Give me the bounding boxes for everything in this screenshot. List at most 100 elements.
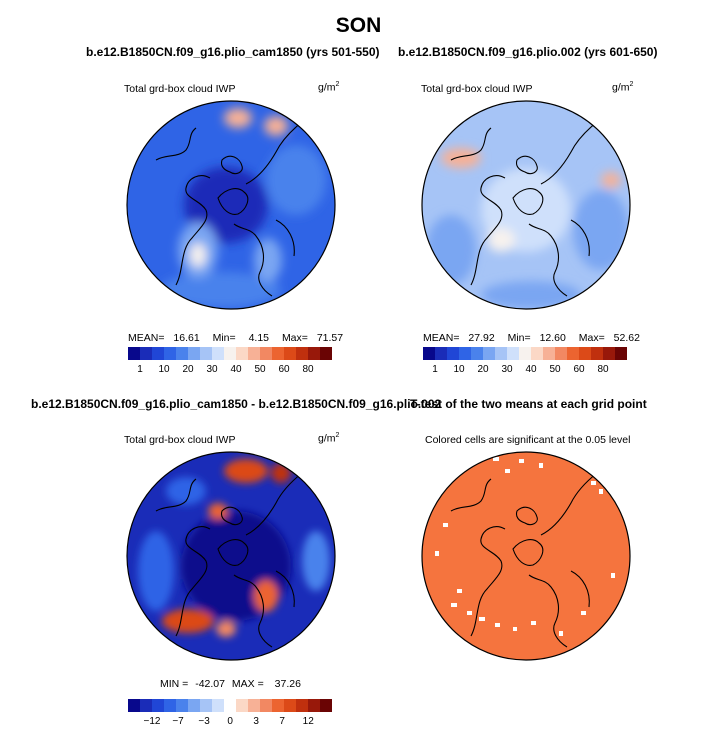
panel3-coastlines — [155, 472, 303, 648]
colorbar-tick-label: 50 — [549, 364, 561, 375]
panel3-field-patch — [302, 531, 330, 591]
panel4-insignificant-cells — [435, 457, 615, 636]
colorbar-swatch — [531, 347, 543, 360]
colorbar-swatch — [236, 347, 248, 360]
panel2-map — [421, 100, 631, 310]
colorbar-tick-label: 20 — [182, 364, 194, 375]
panel2-field-high — [487, 228, 515, 252]
panel3-units: g/m2 — [318, 432, 339, 445]
panel2-mean-label: MEAN= — [423, 332, 460, 344]
colorbar-swatch — [260, 347, 272, 360]
colorbar-swatch — [128, 347, 140, 360]
panel1-colorbar — [128, 347, 332, 360]
colorbar-swatch — [296, 347, 308, 360]
colorbar-tick-label: 80 — [302, 364, 314, 375]
panel3-header: b.e12.B1850CN.f09_g16.plio_cam1850 - b.e… — [31, 397, 442, 411]
panel3-colorbar-ticks: −12 −7 −3 0 3 7 12 — [128, 716, 332, 728]
insignificant-cell — [443, 523, 448, 527]
colorbar-swatch — [200, 347, 212, 360]
insignificant-cell — [479, 617, 485, 621]
colorbar-tick-label: 30 — [501, 364, 513, 375]
insignificant-cell — [539, 463, 543, 468]
insignificant-cell — [599, 489, 603, 494]
colorbar-swatch — [260, 699, 272, 712]
panel2-units-text: g/m — [612, 81, 630, 94]
panel1-map — [126, 100, 336, 310]
panel3-field-patch — [166, 477, 206, 505]
colorbar-swatch — [152, 699, 164, 712]
panel3-field-high — [254, 580, 278, 612]
colorbar-swatch — [320, 699, 332, 712]
insignificant-cell — [505, 469, 510, 473]
panel3-max-value: 37.26 — [274, 678, 301, 690]
colorbar-swatch — [567, 347, 579, 360]
panel1-min-value: 4.15 — [248, 332, 270, 344]
panel2-units-sup: 2 — [629, 81, 634, 88]
insignificant-cell — [467, 611, 472, 615]
panel1-map-boundary — [126, 100, 336, 310]
colorbar-tick-label: 60 — [573, 364, 585, 375]
panel4-subtitle: Colored cells are significant at the 0.0… — [425, 434, 631, 446]
insignificant-cell — [513, 627, 517, 631]
colorbar-tick-label: −7 — [172, 716, 184, 727]
panel3-field-high — [271, 463, 291, 483]
panel1-coastlines — [155, 121, 303, 297]
panel4-coastlines — [450, 472, 598, 648]
panel3-min-value: -42.07 — [195, 678, 225, 690]
panel4-map-boundary — [421, 451, 631, 661]
panel2-min-label: Min= — [507, 332, 531, 344]
panel1-units: g/m2 — [318, 81, 339, 94]
panel2-field-high — [441, 148, 481, 168]
insignificant-cell — [531, 621, 536, 625]
panel2-max-value: 52.62 — [613, 332, 640, 344]
insignificant-cell — [457, 589, 462, 593]
colorbar-tick-label: 12 — [302, 716, 314, 727]
colorbar-swatch — [152, 347, 164, 360]
panel2-coastlines — [450, 121, 598, 297]
colorbar-tick-label: 10 — [453, 364, 465, 375]
colorbar-swatch — [140, 699, 152, 712]
colorbar-swatch — [555, 347, 567, 360]
colorbar-tick-label: −12 — [143, 716, 161, 727]
colorbar-tick-label: 10 — [158, 364, 170, 375]
panel3-max-label: MAX = — [231, 678, 264, 690]
colorbar-swatch — [483, 347, 495, 360]
colorbar-swatch — [507, 347, 519, 360]
colorbar-swatch — [543, 347, 555, 360]
colorbar-tick-label: 3 — [253, 716, 259, 727]
insignificant-cell — [435, 551, 439, 556]
page-title: SON — [335, 14, 382, 37]
insignificant-cell — [451, 603, 457, 607]
panel3-map-boundary — [126, 451, 336, 661]
colorbar-swatch — [224, 347, 236, 360]
panel2-min-value: 12.60 — [539, 332, 566, 344]
panel2-stats: MEAN= 27.92 Min= 12.60 Max= 52.62 — [423, 332, 640, 344]
colorbar-swatch — [296, 699, 308, 712]
colorbar-tick-label: 30 — [206, 364, 218, 375]
panel2-field-patch — [426, 215, 476, 285]
panel1-min-label: Min= — [212, 332, 236, 344]
colorbar-swatch — [308, 347, 320, 360]
colorbar-swatch — [236, 699, 248, 712]
colorbar-swatch — [615, 347, 627, 360]
insignificant-cell — [493, 457, 499, 461]
colorbar-swatch — [176, 347, 188, 360]
panel2-mean-value: 27.92 — [468, 332, 495, 344]
colorbar-swatch — [188, 699, 200, 712]
colorbar-tick-label: −3 — [198, 716, 210, 727]
panel3-field-high — [216, 621, 236, 637]
colorbar-tick-label: 0 — [227, 716, 233, 727]
panel4-significance-field — [422, 452, 630, 660]
panel2-map-boundary — [421, 100, 631, 310]
colorbar-swatch — [423, 347, 435, 360]
colorbar-swatch — [212, 699, 224, 712]
colorbar-tick-label: 50 — [254, 364, 266, 375]
colorbar-swatch — [308, 699, 320, 712]
colorbar-swatch — [591, 347, 603, 360]
colorbar-tick-label: 1 — [137, 364, 143, 375]
panel3-field-patch — [138, 531, 174, 611]
colorbar-swatch — [284, 699, 296, 712]
colorbar-swatch — [188, 347, 200, 360]
panel3-stats: MIN = -42.07 MAX = 37.26 — [160, 678, 301, 690]
insignificant-cell — [611, 573, 615, 578]
